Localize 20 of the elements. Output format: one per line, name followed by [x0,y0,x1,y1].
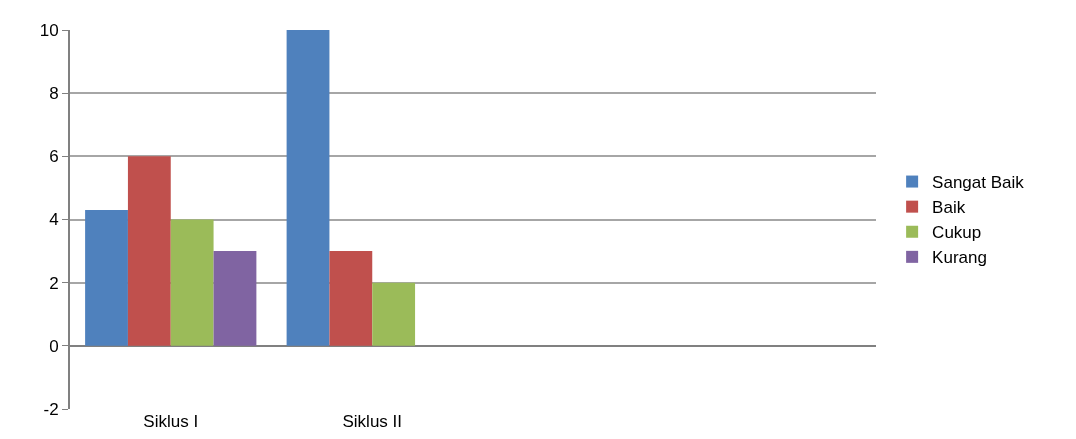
legend-label: Kurang [932,248,987,268]
bar [170,219,214,346]
bar [286,30,330,346]
y-tick-label: 6 [49,147,59,167]
y-tick-label: -2 [43,399,59,419]
legend-label: Baik [932,198,966,218]
bar [329,251,373,346]
y-tick-label: 0 [49,336,59,356]
bar [213,251,257,346]
y-tick-label: 2 [49,273,59,293]
bar [372,282,416,346]
bar [127,156,171,346]
legend-label: Cukup [932,223,982,243]
y-tick-label: 10 [39,20,59,40]
x-tick-label: Siklus I [143,412,199,431]
y-tick-label: 4 [49,210,59,230]
bar [85,210,128,346]
y-tick-label: 8 [49,84,59,104]
legend-label: Sangat Baik [932,173,1025,193]
x-tick-label: Siklus II [342,412,403,431]
